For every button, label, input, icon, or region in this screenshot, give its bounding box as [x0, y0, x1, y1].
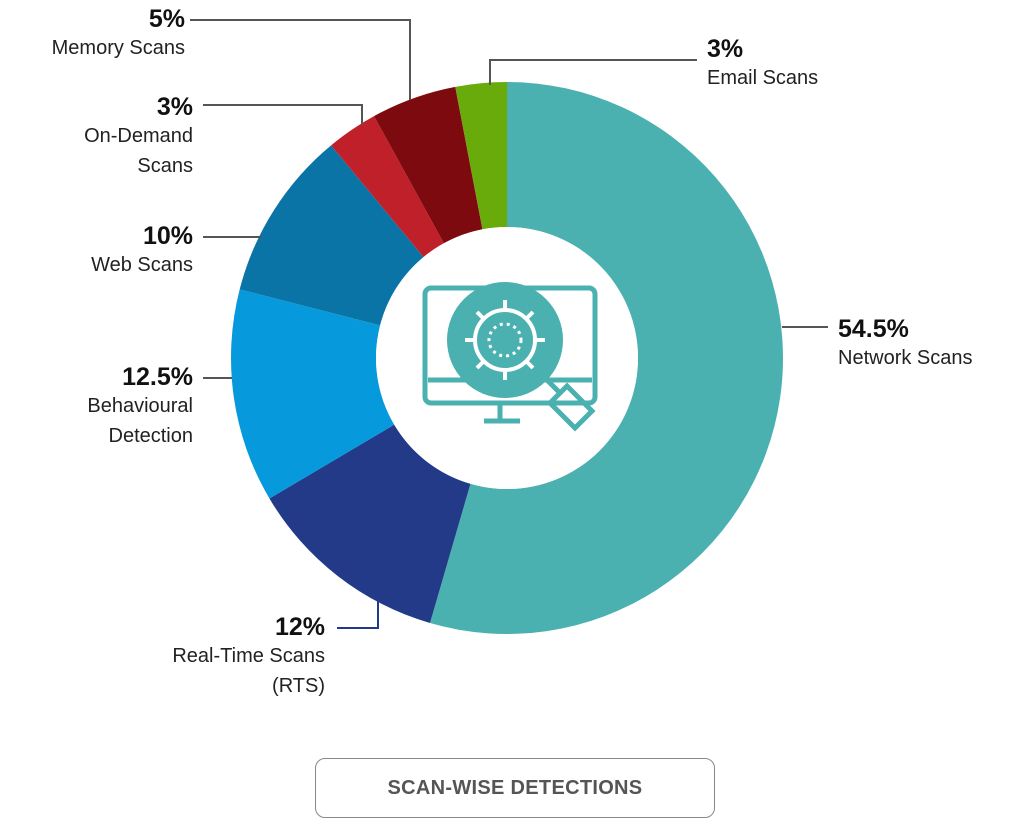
value-label: 10% — [142, 222, 193, 250]
slice-label: 10% Web Scans — [0, 222, 193, 280]
slice-label: 54.5% Network Scans — [838, 315, 1028, 373]
slice — [429, 82, 783, 634]
leader-line — [489, 59, 697, 85]
slice-label: 3% Email Scans — [707, 35, 907, 93]
category-label: Network Scans — [838, 347, 973, 369]
value-label: 3% — [156, 93, 193, 121]
slices — [230, 82, 783, 634]
leader-line — [337, 600, 379, 629]
category-label: Behavioural Detection — [87, 395, 193, 447]
slice — [269, 424, 471, 624]
virus-spikes — [465, 300, 545, 380]
slice-label: 3% On-Demand Scans — [53, 93, 193, 181]
value-label: 12% — [274, 613, 325, 641]
leader-line — [190, 19, 411, 100]
leader-line — [203, 104, 363, 125]
leaders — [190, 19, 828, 629]
category-label: Web Scans — [91, 254, 193, 276]
value-label: 12.5% — [122, 363, 193, 391]
category-label: Email Scans — [707, 67, 819, 89]
slice-label: 12.5% Behavioural Detection — [43, 363, 193, 451]
lens — [447, 282, 563, 398]
category-label: Real-Time Scans (RTS) — [172, 645, 325, 697]
slice — [331, 116, 444, 258]
value-label: 5% — [148, 5, 185, 33]
slice-label: 5% Memory Scans — [0, 5, 185, 63]
chart-title: SCAN-WISE DETECTIONS — [315, 758, 715, 818]
value-label: 3% — [707, 35, 744, 63]
category-label: On-Demand Scans — [84, 125, 193, 177]
slice — [239, 145, 424, 326]
slice — [230, 289, 395, 499]
center-icon — [422, 282, 598, 432]
category-label: Memory Scans — [51, 37, 185, 59]
slice — [374, 86, 483, 244]
value-label: 54.5% — [838, 315, 909, 343]
virus-core — [487, 322, 523, 358]
slice-label: 12% Real-Time Scans (RTS) — [155, 613, 325, 701]
slice — [455, 82, 507, 230]
handle — [543, 376, 596, 432]
